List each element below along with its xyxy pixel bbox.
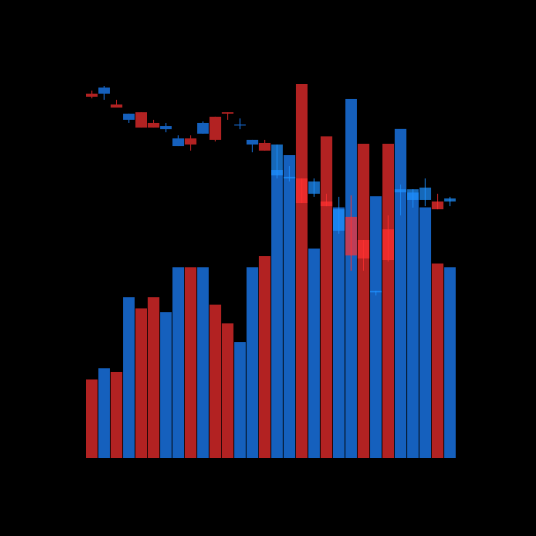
candle-body: [123, 113, 135, 120]
candle-body: [147, 122, 160, 128]
volume-bar: [98, 368, 110, 458]
volume-bar: [333, 207, 345, 458]
candle-body: [172, 138, 185, 147]
candle-body: [135, 112, 147, 128]
volume-bar: [308, 248, 320, 458]
candle-body: [246, 139, 259, 145]
candle-body: [431, 201, 444, 210]
candle-body: [345, 216, 357, 256]
volume-bar: [147, 297, 160, 458]
candle-body: [98, 87, 110, 94]
volume-bar: [86, 379, 98, 458]
candle-body: [160, 126, 172, 130]
volume-bar: [431, 263, 444, 458]
volume-bar: [184, 267, 197, 458]
candle-body: [221, 112, 234, 114]
volume-bar: [135, 308, 147, 458]
candle-body: [444, 198, 456, 202]
volume-bar: [283, 155, 296, 458]
volume-bar: [382, 143, 394, 458]
candle-body: [295, 178, 308, 204]
candle-body: [110, 104, 123, 108]
candle-body: [357, 240, 370, 259]
volume-bar: [271, 170, 283, 458]
candle-body: [184, 138, 197, 145]
volume-bar: [197, 267, 209, 458]
candle-body: [394, 189, 407, 193]
candle-body: [234, 124, 246, 126]
candle-body: [197, 122, 209, 134]
candle-body: [209, 116, 222, 140]
candle-body: [333, 209, 345, 231]
volume-bar: [345, 98, 357, 459]
candle-body: [271, 144, 283, 176]
candle-body: [258, 142, 271, 151]
candlesticks-layer: [86, 86, 456, 296]
candle-body: [407, 189, 419, 200]
candle-body: [382, 229, 394, 261]
candle-body: [370, 290, 382, 293]
volume-bar: [357, 143, 370, 458]
volume-bar: [110, 371, 123, 458]
candle-body: [320, 201, 333, 207]
volume-bar: [246, 267, 259, 458]
volume-bar: [320, 136, 333, 459]
volume-bar: [221, 323, 234, 458]
volume-bar: [172, 267, 185, 458]
volume-bar: [160, 312, 172, 458]
volume-bar: [444, 267, 456, 458]
volume-bar: [123, 297, 135, 458]
volume-bars-layer: [86, 84, 456, 459]
volume-bar: [394, 128, 407, 458]
volume-bar: [407, 192, 419, 458]
volume-bar: [370, 196, 382, 458]
volume-bar: [234, 342, 246, 458]
volume-bar: [209, 304, 222, 458]
volume-bar: [295, 84, 308, 458]
candle-body: [419, 187, 432, 200]
candle-body: [308, 181, 320, 194]
candle-body: [283, 176, 296, 179]
volume-bar: [258, 256, 271, 458]
volume-bar: [419, 207, 432, 458]
candle-body: [86, 93, 98, 97]
